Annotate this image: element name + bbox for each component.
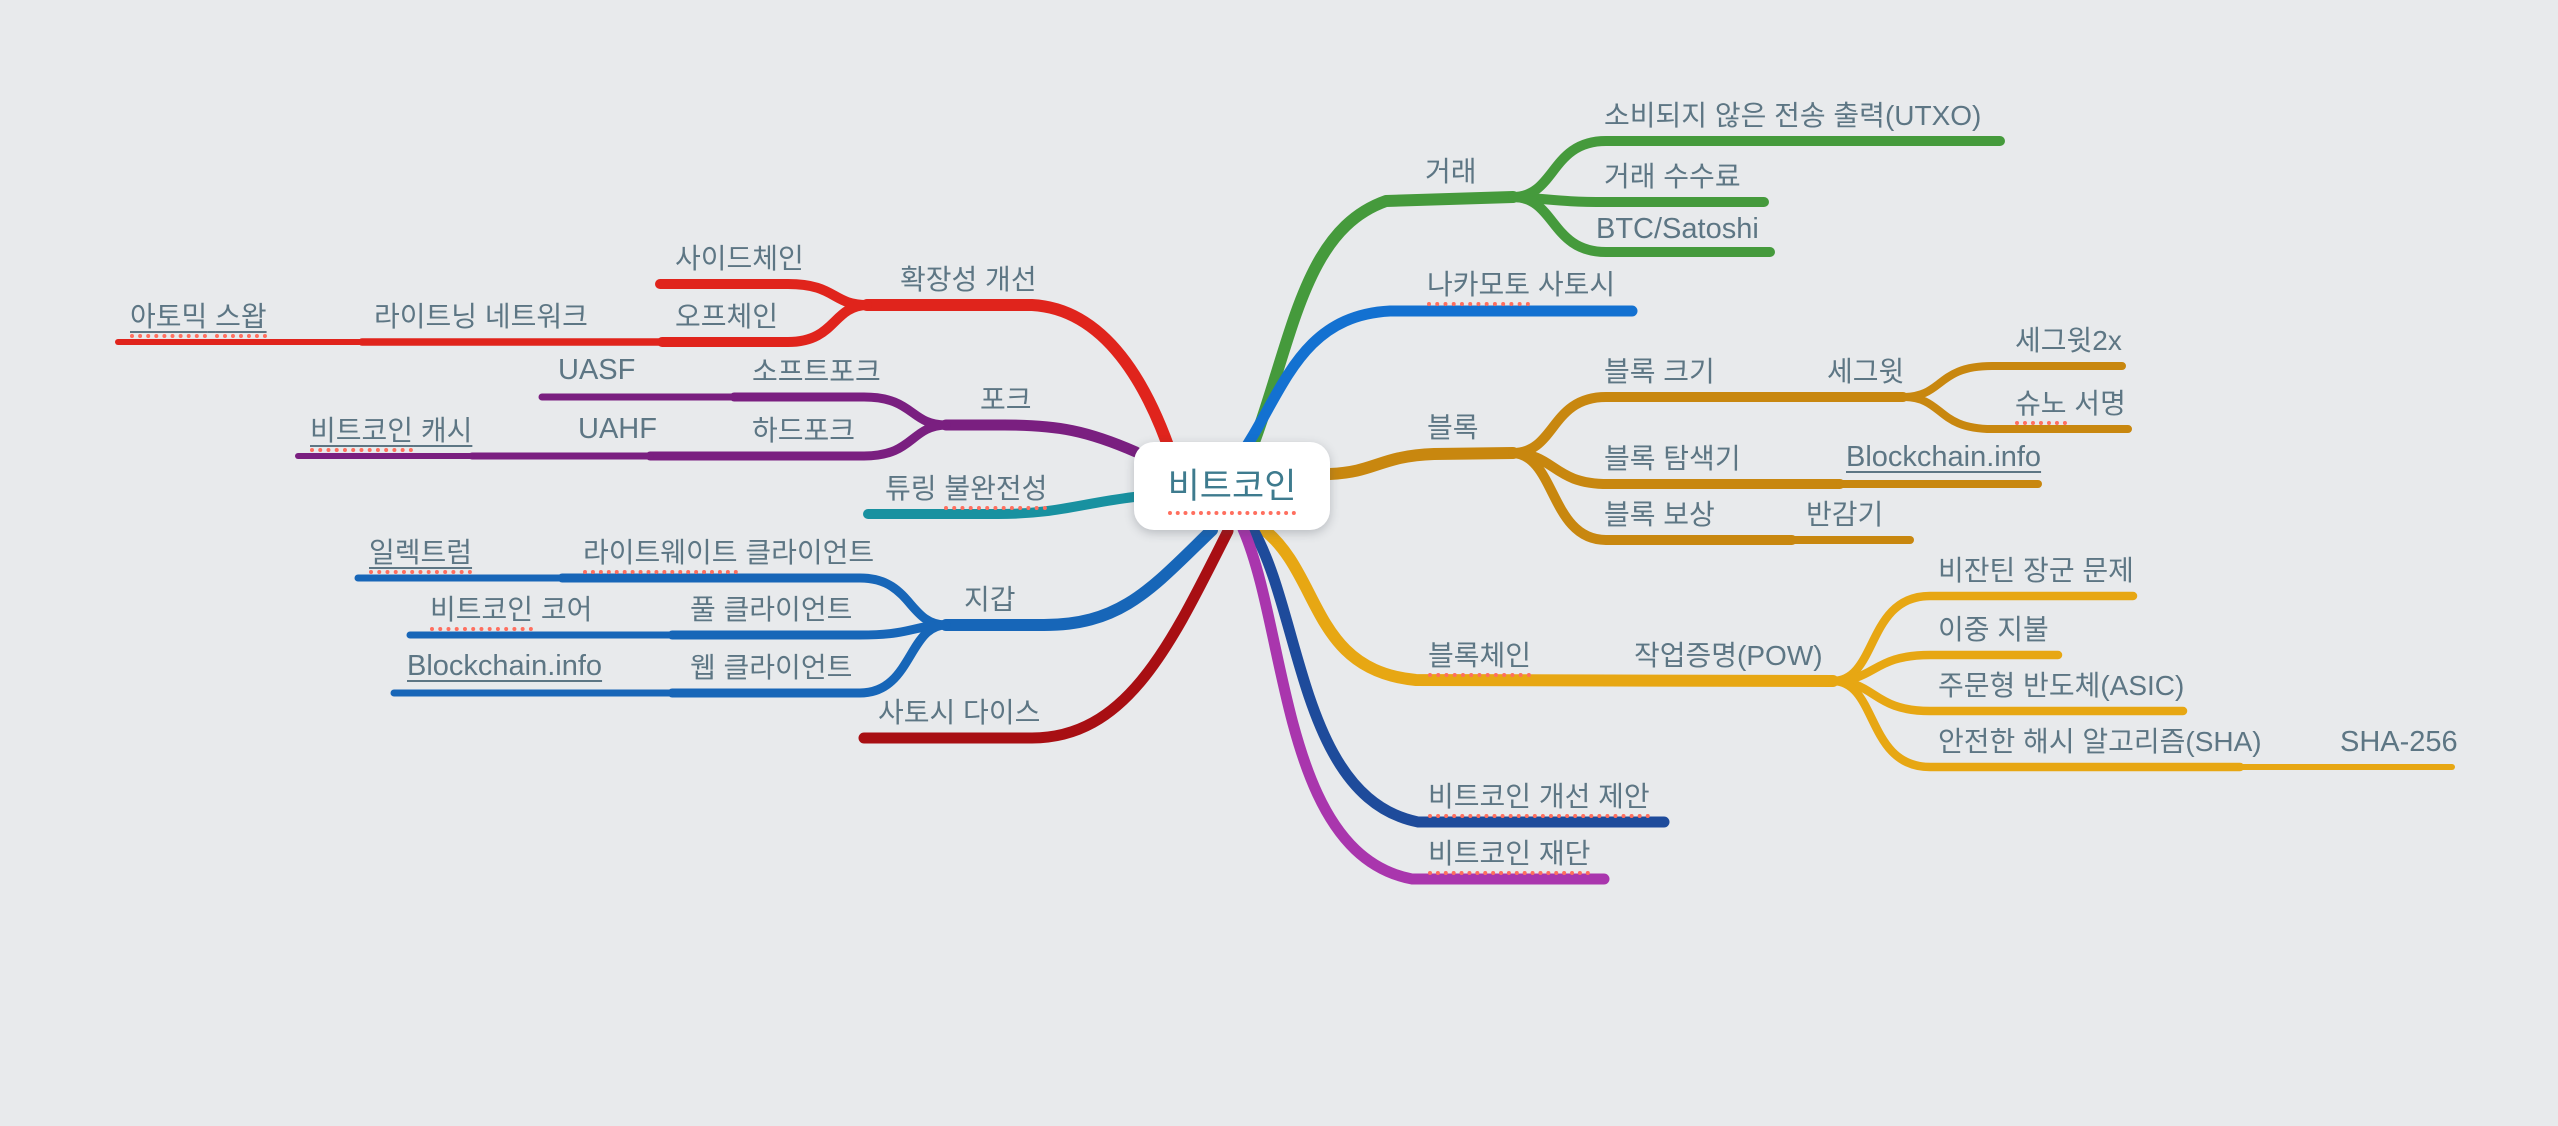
- topic-sha[interactable]: 안전한 해시 알고리즘(SHA): [1938, 726, 2262, 757]
- topic-utxo[interactable]: 소비되지 않은 전송 출력(UTXO): [1604, 100, 1982, 131]
- topic-sidechain[interactable]: 사이드체인: [675, 243, 804, 274]
- topic-block-explorer[interactable]: 블록 탐색기: [1604, 443, 1741, 474]
- topic-atomic-swap-space: [207, 301, 215, 332]
- topic-atomic-swap-word2: 스왑: [215, 301, 267, 338]
- root-topic-label: 비트코인: [1167, 458, 1297, 515]
- topic-fork[interactable]: 포크: [980, 384, 1032, 415]
- topic-uahf[interactable]: UAHF: [578, 413, 657, 445]
- branch-wallet-lines: [354, 524, 1218, 698]
- topic-bitcoin-cash-link: 비트코인 캐시: [310, 415, 472, 452]
- topic-blockchain-info-left[interactable]: Blockchain.info: [407, 650, 603, 682]
- topic-turing-incompleteness[interactable]: 튜링 불완전성: [885, 472, 1048, 510]
- topic-transactions[interactable]: 거래: [1425, 156, 1477, 187]
- topic-atomic-swap-link: 아토믹 스왑: [130, 301, 267, 338]
- branch-bip-lines: [1246, 522, 1670, 828]
- topic-halving[interactable]: 반감기: [1806, 499, 1884, 530]
- topic-bitcoin-cash-word1: 비트코인: [310, 415, 414, 452]
- topic-pow[interactable]: 작업증명(POW): [1634, 640, 1823, 671]
- topic-blockchain[interactable]: 블록체인: [1428, 639, 1532, 677]
- topic-schnorr-word2: 서명: [2066, 388, 2126, 419]
- branch-foundation-lines: [1237, 523, 1610, 885]
- topic-bip-text: 비트코인 개선 제안: [1428, 781, 1650, 818]
- branch-scalability-lines: [115, 279, 1178, 463]
- topic-bitcoin-core[interactable]: 비트코인 코어: [430, 593, 593, 631]
- topic-lightweight-word1: 라이트웨이트: [583, 537, 738, 574]
- topic-wallet[interactable]: 지갑: [964, 584, 1016, 615]
- topic-turing-word1: 튜링: [885, 473, 945, 504]
- topic-hardfork[interactable]: 하드포크: [752, 415, 856, 446]
- topic-bitcoin-cash-word2: 캐시: [413, 415, 473, 446]
- branch-satoshi-dice-lines: [858, 525, 1234, 744]
- topic-schnorr-signature[interactable]: 슈노 서명: [2015, 387, 2126, 425]
- topic-lightweight-client[interactable]: 라이트웨이트 클라이언트: [583, 536, 875, 574]
- topic-bitcoin-core-word1: 비트코인: [430, 594, 534, 631]
- topic-atomic-swap-word1: 아토믹: [130, 301, 208, 338]
- topic-turing-word2: 불완전성: [944, 473, 1048, 510]
- topic-bitcoin-foundation[interactable]: 비트코인 재단: [1428, 837, 1591, 875]
- branch-turing-lines: [863, 492, 1139, 519]
- topic-double-spend[interactable]: 이중 지불: [1938, 614, 2049, 645]
- branch-nakamoto-lines: [1230, 305, 1638, 468]
- topic-softfork[interactable]: 소프트포크: [752, 356, 881, 387]
- topic-electrum-text: 일렉트럼: [369, 537, 473, 574]
- topic-segwit[interactable]: 세그윗: [1827, 356, 1905, 387]
- topic-sha256[interactable]: SHA-256: [2340, 726, 2458, 758]
- branch-block-lines: [1324, 362, 2132, 545]
- topic-blockchain-info-right[interactable]: Blockchain.info: [1846, 441, 2042, 473]
- branch-fork-lines: [295, 392, 1142, 461]
- topic-block-size[interactable]: 블록 크기: [1604, 356, 1715, 387]
- topic-uasf[interactable]: UASF: [558, 354, 636, 386]
- topic-offchain[interactable]: 오프체인: [675, 301, 779, 332]
- topic-block[interactable]: 블록: [1427, 412, 1479, 443]
- topic-lightweight-word2: 클라이언트: [737, 537, 875, 568]
- topic-asic[interactable]: 주문형 반도체(ASIC): [1938, 670, 2185, 701]
- topic-bitcoin-foundation-text: 비트코인 재단: [1428, 838, 1591, 875]
- topic-blockchain-text: 블록체인: [1428, 640, 1532, 677]
- root-topic-bitcoin[interactable]: 비트코인: [1134, 442, 1330, 530]
- topic-nakamoto-satoshi-word1: 나카모토: [1427, 269, 1531, 306]
- topic-web-client[interactable]: 웹 클라이언트: [690, 652, 853, 683]
- topic-byzantine-generals[interactable]: 비잔틴 장군 문제: [1938, 555, 2134, 586]
- topic-transaction-fee[interactable]: 거래 수수료: [1604, 161, 1741, 192]
- topic-block-reward[interactable]: 블록 보상: [1604, 499, 1715, 530]
- topic-scalability[interactable]: 확장성 개선: [900, 264, 1037, 295]
- topic-atomic-swap[interactable]: 아토믹 스왑: [130, 300, 267, 338]
- topic-electrum[interactable]: 일렉트럼: [369, 536, 473, 574]
- topic-nakamoto-satoshi[interactable]: 나카모토 사토시: [1427, 268, 1616, 306]
- topic-segwit2x[interactable]: 세그윗2x: [2015, 325, 2122, 356]
- topic-lightning-network[interactable]: 라이트닝 네트워크: [374, 301, 588, 332]
- topic-bip[interactable]: 비트코인 개선 제안: [1428, 780, 1650, 818]
- topic-schnorr-word1: 슈노: [2015, 388, 2067, 425]
- branch-blockchain-lines: [1256, 522, 2455, 772]
- topic-satoshi-dice[interactable]: 사토시 다이스: [878, 697, 1041, 728]
- topic-btc-satoshi[interactable]: BTC/Satoshi: [1596, 213, 1759, 245]
- topic-bitcoin-core-word2: 코어: [533, 594, 593, 625]
- topic-nakamoto-satoshi-word2: 사토시: [1530, 269, 1616, 300]
- topic-bitcoin-cash[interactable]: 비트코인 캐시: [310, 414, 472, 452]
- topic-full-client[interactable]: 풀 클라이언트: [690, 594, 853, 625]
